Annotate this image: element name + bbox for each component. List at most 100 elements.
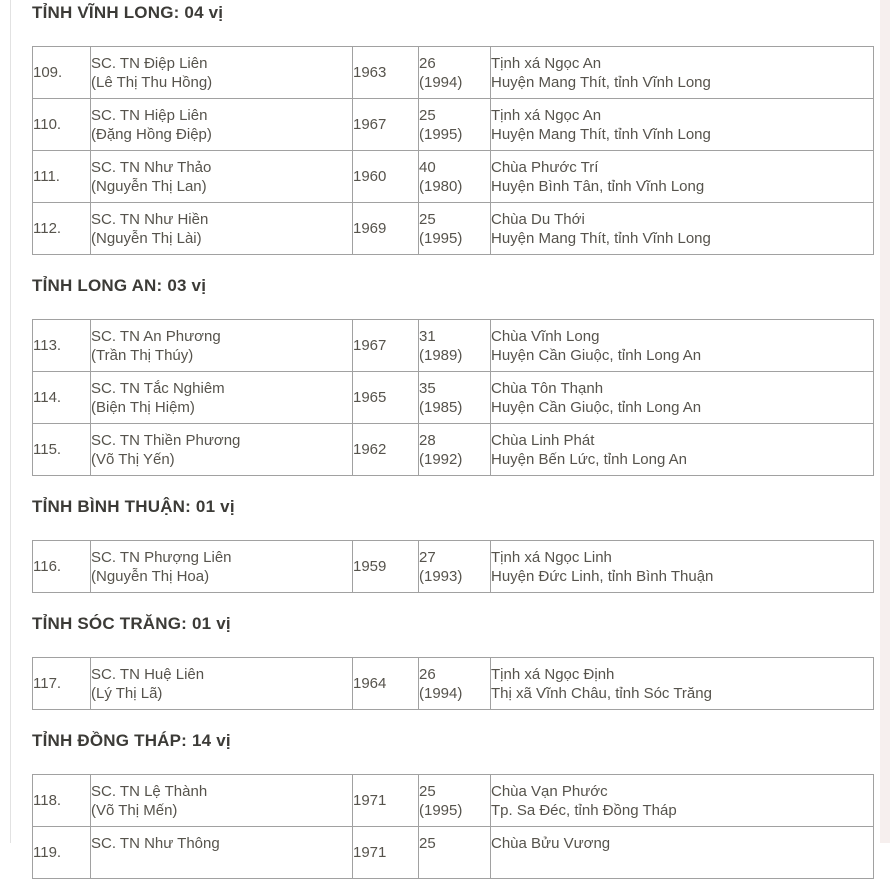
cell-birth-year: 1965 (352, 371, 419, 424)
cell-row-number: 112. (32, 202, 91, 255)
cell-row-number: 109. (32, 46, 91, 99)
roster-table: 109. SC. TN Điệp Liên (Lê Thị Thu Hồng) … (32, 46, 874, 255)
cell-residence: Tịnh xá Ngọc Định Thị xã Vĩnh Châu, tỉnh… (490, 657, 874, 710)
birth-year: 1964 (353, 675, 387, 692)
province-section-title: TỈNH LONG AN: 03 vị (32, 276, 207, 295)
cell-residence: Tịnh xá Ngọc Linh Huyện Đức Linh, tỉnh B… (490, 540, 874, 593)
birth-name: (Võ Thị Mến) (91, 801, 178, 819)
cell-birth-year: 1964 (352, 657, 419, 710)
dharma-name: SC. TN Huệ Liên (91, 665, 205, 683)
residence-district: Huyện Đức Linh, tỉnh Bình Thuận (491, 567, 714, 585)
residence-district: Huyện Bình Tân, tỉnh Vĩnh Long (491, 177, 705, 195)
birth-name: (Lý Thị Lã) (91, 684, 163, 702)
residence-district: Huyện Cần Giuộc, tỉnh Long An (491, 398, 702, 416)
cell-residence: Chùa Bửu Vương (490, 826, 874, 879)
roster-content: TỈNH VĨNH LONG: 04 vị 109. SC. TN Điệp L… (32, 0, 874, 879)
cell-row-number: 110. (32, 98, 91, 151)
table-row: 112. SC. TN Như Hiền (Nguyễn Thị Lài) 19… (32, 202, 874, 255)
ordination-age: 26 (419, 665, 436, 683)
dharma-name: SC. TN Điệp Liên (91, 54, 208, 72)
table-row: 114. SC. TN Tắc Nghiêm (Biện Thị Hiệm) 1… (32, 371, 874, 424)
cell-birth-year: 1967 (352, 319, 419, 372)
province-section: TỈNH LONG AN: 03 vị 113. SC. TN An Phươn… (32, 255, 874, 476)
row-number: 115. (33, 441, 62, 458)
birth-year: 1962 (353, 441, 387, 458)
dharma-name: SC. TN An Phương (91, 327, 221, 345)
birth-year: 1969 (353, 220, 387, 237)
ordination-year: (1995) (419, 125, 463, 143)
residence-name: Chùa Vạn Phước (491, 782, 608, 800)
residence-name: Tịnh xá Ngọc An (491, 106, 602, 124)
birth-year: 1959 (353, 558, 387, 575)
ordination-age: 25 (419, 782, 436, 800)
residence-district: Thị xã Vĩnh Châu, tỉnh Sóc Trăng (491, 684, 712, 702)
row-number: 118. (33, 792, 62, 809)
province-section: TỈNH BÌNH THUẬN: 01 vị 116. SC. TN Phượn… (32, 476, 874, 593)
ordination-year (419, 853, 490, 872)
cell-name: SC. TN Như Thông (90, 826, 353, 879)
roster-table: 116. SC. TN Phượng Liên (Nguyễn Thị Hoa)… (32, 540, 874, 593)
table-row: 109. SC. TN Điệp Liên (Lê Thị Thu Hồng) … (32, 46, 874, 99)
province-section: TỈNH ĐỒNG THÁP: 14 vị 118. SC. TN Lệ Thà… (32, 710, 874, 879)
ordination-age: 28 (419, 431, 436, 449)
cell-name: SC. TN An Phương (Trần Thị Thúy) (90, 319, 353, 372)
cell-name: SC. TN Điệp Liên (Lê Thị Thu Hồng) (90, 46, 353, 99)
birth-name: (Nguyễn Thị Lài) (91, 229, 202, 247)
cell-name: SC. TN Tắc Nghiêm (Biện Thị Hiệm) (90, 371, 353, 424)
cell-birth-year: 1959 (352, 540, 419, 593)
scrollbar-track[interactable] (880, 0, 890, 843)
birth-year: 1967 (353, 337, 387, 354)
ordination-age: 35 (419, 379, 436, 397)
row-number: 110. (33, 116, 62, 133)
cell-ordination: 31 (1989) (418, 319, 491, 372)
birth-name: (Đặng Hồng Điệp) (91, 125, 212, 143)
birth-year: 1971 (353, 792, 387, 809)
ordination-age: 25 (419, 106, 436, 124)
dharma-name: SC. TN Như Thảo (91, 158, 212, 176)
cell-ordination: 25 (418, 826, 491, 879)
roster-table: 118. SC. TN Lệ Thành (Võ Thị Mến) 1971 2… (32, 774, 874, 879)
row-number: 119. (33, 844, 62, 861)
dharma-name: SC. TN Lệ Thành (91, 782, 208, 800)
row-number: 111. (33, 168, 60, 185)
ordination-year: (1989) (419, 346, 463, 364)
roster-table: 117. SC. TN Huệ Liên (Lý Thị Lã) 1964 26… (32, 657, 874, 710)
cell-row-number: 114. (32, 371, 91, 424)
birth-name: (Nguyễn Thị Lan) (91, 177, 207, 195)
residence-district: Tp. Sa Đéc, tỉnh Đồng Tháp (491, 801, 677, 819)
ordination-year: (1995) (419, 801, 463, 819)
birth-name: (Lê Thị Thu Hồng) (91, 73, 213, 91)
cell-residence: Chùa Du Thới Huyện Mang Thít, tỉnh Vĩnh … (490, 202, 874, 255)
row-number: 113. (33, 337, 62, 354)
cell-birth-year: 1963 (352, 46, 419, 99)
residence-name: Chùa Phước Trí (491, 158, 599, 176)
residence-district: Huyện Mang Thít, tỉnh Vĩnh Long (491, 229, 711, 247)
residence-name: Chùa Tôn Thạnh (491, 379, 604, 397)
cell-name: SC. TN Hiệp Liên (Đặng Hồng Điệp) (90, 98, 353, 151)
cell-residence: Chùa Phước Trí Huyện Bình Tân, tỉnh Vĩnh… (490, 150, 874, 203)
cell-name: SC. TN Phượng Liên (Nguyễn Thị Hoa) (90, 540, 353, 593)
cell-birth-year: 1969 (352, 202, 419, 255)
ordination-year: (1995) (419, 229, 463, 247)
birth-name (91, 853, 352, 872)
birth-year: 1960 (353, 168, 387, 185)
ordination-age: 27 (419, 548, 436, 566)
roster-table: 113. SC. TN An Phương (Trần Thị Thúy) 19… (32, 319, 874, 476)
cell-birth-year: 1971 (352, 826, 419, 879)
cell-birth-year: 1962 (352, 423, 419, 476)
ordination-year: (1980) (419, 177, 463, 195)
ordination-age: 25 (419, 834, 436, 852)
province-section-title: TỈNH SÓC TRĂNG: 01 vị (32, 614, 231, 633)
cell-ordination: 27 (1993) (418, 540, 491, 593)
cell-residence: Chùa Linh Phát Huyện Bến Lức, tỉnh Long … (490, 423, 874, 476)
residence-name: Chùa Bửu Vương (491, 834, 611, 852)
birth-name: (Trần Thị Thúy) (91, 346, 194, 364)
row-number: 112. (33, 220, 62, 237)
table-row: 119. SC. TN Như Thông 1971 25 Chùa Bửu V… (32, 826, 874, 879)
cell-ordination: 26 (1994) (418, 46, 491, 99)
birth-year: 1965 (353, 389, 387, 406)
cell-name: SC. TN Huệ Liên (Lý Thị Lã) (90, 657, 353, 710)
birth-name: (Biện Thị Hiệm) (91, 398, 195, 416)
residence-name: Chùa Vĩnh Long (491, 327, 600, 345)
residence-name: Tịnh xá Ngọc Linh (491, 548, 612, 566)
